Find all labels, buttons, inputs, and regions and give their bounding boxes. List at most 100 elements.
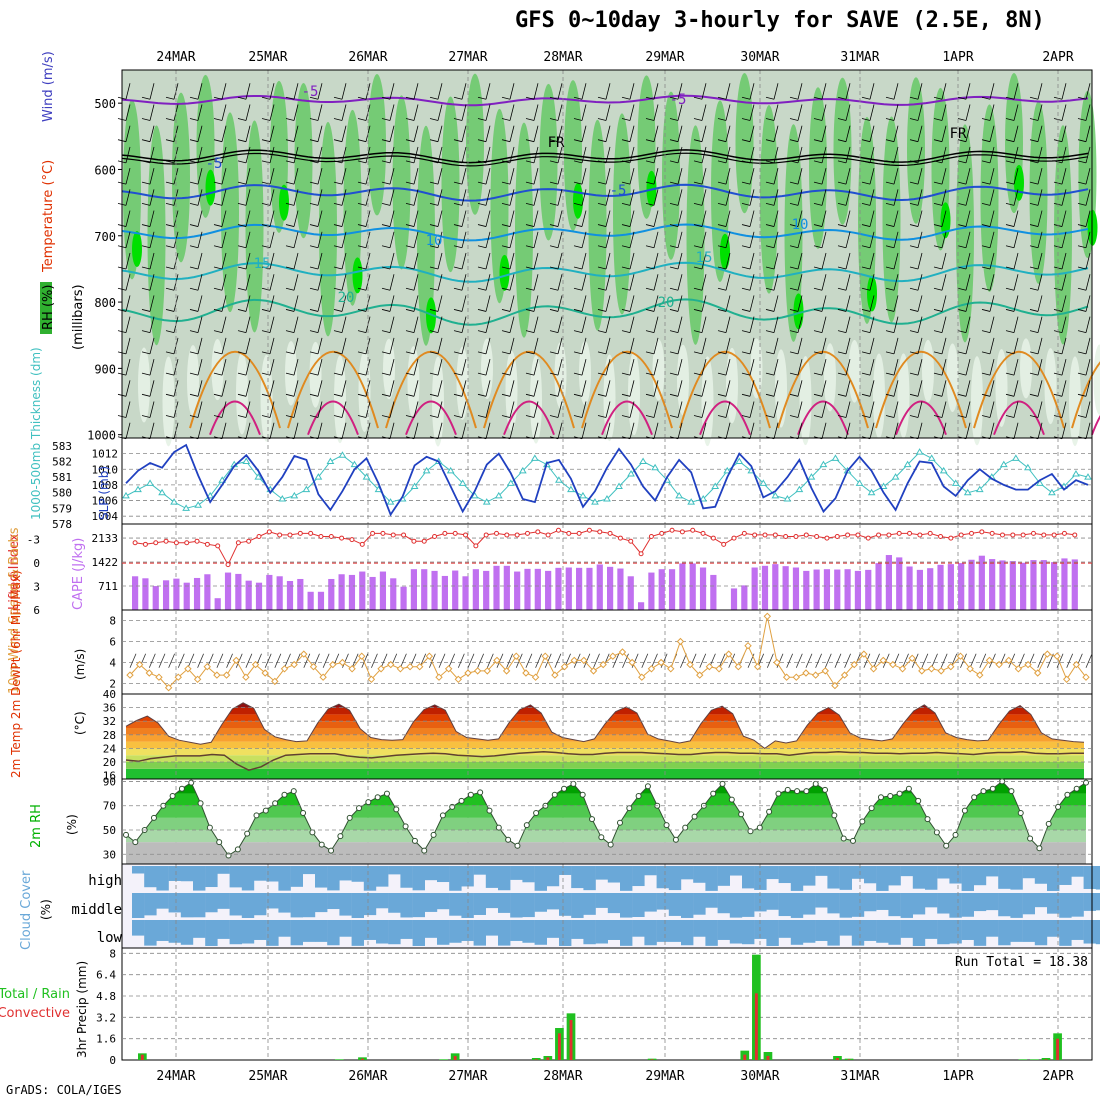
cape-bar [834,569,841,610]
wind-barb [461,295,467,312]
rh2m-line-point [439,812,446,819]
wind-barb [197,210,203,227]
thickness-line-point [1023,463,1032,471]
wind-barb [573,309,583,312]
wind-barb [245,168,251,185]
isotherm-30 [601,400,653,436]
wind-barb [885,245,895,249]
wind-barb [187,653,195,668]
wind-barb [533,168,539,185]
wind-barb [1061,104,1067,121]
wind-barb [261,160,271,164]
wind-speed-line-point [193,675,202,684]
wind-barb [701,210,707,227]
wind-barb [693,160,703,164]
wind-barb [333,287,343,291]
wind-barb [197,168,203,185]
lifted-index-line-point [721,541,727,547]
wind-barb [221,358,227,376]
wind-barb [317,316,323,333]
wind-barb [549,351,559,355]
temp-band [126,714,1084,722]
cape-bar [328,578,335,610]
wind-barb [509,168,515,185]
rh2m-line-point [1045,820,1052,827]
wind-barb [749,231,755,248]
wind-barb [573,393,583,397]
wind-speed-line-point [271,677,279,686]
wind-barb [341,401,347,418]
lifted-index-line-point [648,534,654,540]
wind-barb [653,295,659,312]
cape-bar [586,567,593,610]
wind-barb [501,351,511,355]
wind-barb [965,146,971,164]
wind-barb [1085,146,1091,164]
cloud-bar [998,893,1011,917]
rh2m-line-point [775,790,782,797]
wind-speed-line-point [319,673,327,681]
wind-barb [693,372,703,376]
wind-barb [837,415,847,418]
wind-barb [1013,189,1019,206]
wind-barb [461,401,467,418]
slp-tick: 1012 [92,448,119,461]
wind-barb [429,160,439,164]
wind-barb [125,231,131,248]
wind-barb [941,231,947,248]
wind-barb [933,309,943,312]
wind-barb [813,118,823,121]
wind-barb [413,401,419,418]
wind-barb [237,393,247,397]
wind-barb [677,252,683,270]
wind-barb [869,104,875,121]
wind-barb [125,125,131,142]
wind-barb [509,358,515,376]
wind-barb [813,202,823,206]
wind-barb [669,224,679,227]
wind-barb [834,653,842,668]
wind-barb [317,210,323,227]
wind-barb [549,372,559,376]
wind-barb [573,181,583,185]
cape-bar [441,575,448,610]
wind-barb [317,337,323,354]
wind-barb [405,224,415,227]
wind-barb [773,231,779,248]
rh2m-line-point [1017,810,1024,816]
wind-barb [141,266,151,270]
wind-barb [789,224,799,227]
wind-speed-line-point [348,665,356,673]
wind-barb [477,224,487,227]
lifted-index-line-point [865,535,871,541]
wind-barb [933,287,943,291]
wind-barb [989,189,995,206]
cloud-bar [607,866,621,883]
wind-barb [1018,653,1025,668]
wind-barb [501,393,511,397]
wind-barb [1066,653,1074,668]
wind-barb [309,96,319,100]
wind-barb [701,274,707,291]
wind-barb [861,96,871,100]
wind-speed-line-point [415,662,424,671]
lifted-index-line-point [731,535,737,541]
cape-bar [968,559,975,610]
precip-convective-bar [847,1059,851,1060]
wind-barb [653,104,659,121]
wind-barb [701,146,707,164]
thickness-line-point [1011,454,1020,461]
wind-barb [501,266,511,270]
precip-tick: 8 [109,947,116,960]
wind-barb [869,83,875,100]
wind-barb [981,181,991,185]
wind-barb [309,245,319,249]
wind-barb [245,422,251,439]
wind-barb [933,160,943,164]
wind-barb [629,231,635,248]
isotherm-25 [1071,361,1100,429]
wind-barb [525,372,535,376]
wind-barb [261,309,271,312]
wind-barb [477,653,485,668]
wind-barb [285,181,295,185]
